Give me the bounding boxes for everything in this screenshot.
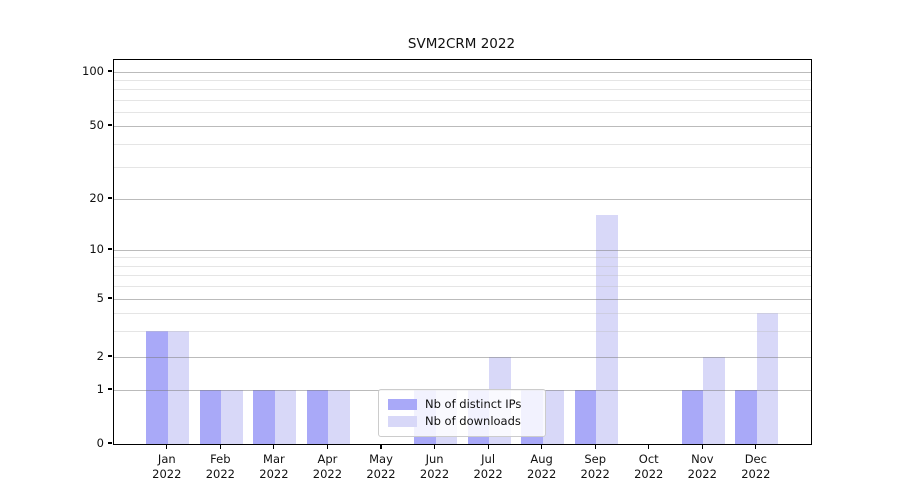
y-axis-tick-label: 2 xyxy=(96,349,104,363)
y-axis-tick xyxy=(108,197,112,199)
x-axis-tick xyxy=(166,445,168,449)
x-axis-tick xyxy=(594,445,596,449)
x-axis-tick-label: Aug 2022 xyxy=(527,452,557,481)
y-axis-tick xyxy=(108,355,112,357)
gridline-major xyxy=(114,357,811,358)
x-axis-tick xyxy=(380,445,382,449)
gridline-major xyxy=(114,250,811,251)
chart-title: SVM2CRM 2022 xyxy=(407,36,516,52)
gridline-minor xyxy=(114,99,811,101)
gridline-minor xyxy=(114,286,811,288)
y-axis-tick-label: 0 xyxy=(96,436,104,450)
bar-downloads-dec xyxy=(756,313,779,444)
y-axis-tick xyxy=(108,248,112,250)
bar-downloads-aug xyxy=(542,390,565,444)
gridline-minor xyxy=(114,265,811,267)
x-axis-tick xyxy=(701,445,703,449)
x-axis-tick xyxy=(433,445,436,449)
bar-distinct-ips-mar xyxy=(253,390,275,444)
bar-distinct-ips-apr xyxy=(306,390,329,444)
gridline-minor xyxy=(114,80,811,82)
y-axis-tick xyxy=(108,297,112,299)
x-axis-tick xyxy=(487,445,489,449)
y-axis-tick-label: 10 xyxy=(89,242,104,256)
gridline-major xyxy=(114,299,811,300)
gridline-minor xyxy=(114,275,811,277)
x-axis-tick-label: Jul 2022 xyxy=(473,452,503,481)
x-axis-tick xyxy=(648,445,650,449)
x-axis-tick-label: May 2022 xyxy=(366,452,396,481)
x-axis-tick xyxy=(273,445,275,449)
x-axis-tick-label: Oct 2022 xyxy=(634,452,664,481)
x-axis-tick xyxy=(326,445,329,449)
x-axis-tick xyxy=(541,445,543,449)
bar-downloads-sep xyxy=(596,215,618,444)
bar-downloads-mar xyxy=(274,390,297,444)
gridline-minor xyxy=(114,313,811,315)
gridline-minor xyxy=(114,166,811,168)
legend-label-distinct-ips: Nb of distinct IPs xyxy=(425,397,522,411)
x-axis-tick-label: Dec 2022 xyxy=(741,452,771,481)
bar-distinct-ips-feb xyxy=(199,390,222,444)
bar-distinct-ips-sep xyxy=(574,390,597,444)
x-axis-tick-label: Feb 2022 xyxy=(205,452,235,481)
bar-distinct-ips-jan xyxy=(146,331,168,444)
gridline-minor xyxy=(114,143,811,145)
y-axis-tick xyxy=(108,442,112,444)
legend-item-downloads: Nb of downloads xyxy=(379,415,545,428)
gridline-minor xyxy=(114,331,811,333)
legend: Nb of distinct IPs Nb of downloads xyxy=(378,389,546,437)
y-axis-tick-label: 20 xyxy=(89,191,104,205)
x-axis-tick-label: Mar 2022 xyxy=(259,452,289,481)
legend-item-distinct-ips: Nb of distinct IPs xyxy=(379,398,545,411)
y-axis-tick xyxy=(108,124,112,126)
bar-downloads-jan xyxy=(167,331,190,444)
y-axis-tick xyxy=(108,388,112,390)
gridline-minor xyxy=(114,257,811,259)
gridline-major xyxy=(114,72,811,73)
x-axis-tick-label: Nov 2022 xyxy=(687,452,717,481)
x-axis-tick-label: Jan 2022 xyxy=(152,452,182,481)
y-axis-tick-label: 50 xyxy=(89,118,104,132)
bar-distinct-ips-nov xyxy=(681,390,704,444)
gridline-major xyxy=(114,126,811,127)
gridline-major xyxy=(114,199,811,200)
legend-label-downloads: Nb of downloads xyxy=(425,414,521,428)
y-axis-tick xyxy=(108,70,112,72)
legend-swatch-distinct-ips xyxy=(388,399,417,410)
bar-downloads-feb xyxy=(221,390,243,444)
y-axis-tick-label: 1 xyxy=(96,382,104,396)
plot-area xyxy=(113,59,812,445)
legend-swatch-downloads xyxy=(388,416,417,427)
bar-downloads-nov xyxy=(703,357,725,444)
y-axis-tick-label: 5 xyxy=(96,291,104,305)
x-axis-tick xyxy=(755,445,757,449)
x-axis-tick xyxy=(219,445,221,449)
x-axis-tick-label: Apr 2022 xyxy=(312,452,343,481)
y-axis-tick-label: 100 xyxy=(82,64,104,78)
x-axis-tick-label: Jun 2022 xyxy=(419,452,450,481)
x-axis-tick-label: Sep 2022 xyxy=(580,452,610,481)
bar-distinct-ips-dec xyxy=(735,390,757,444)
bar-downloads-apr xyxy=(328,390,350,444)
gridline-minor xyxy=(114,111,811,113)
gridline-minor xyxy=(114,89,811,91)
